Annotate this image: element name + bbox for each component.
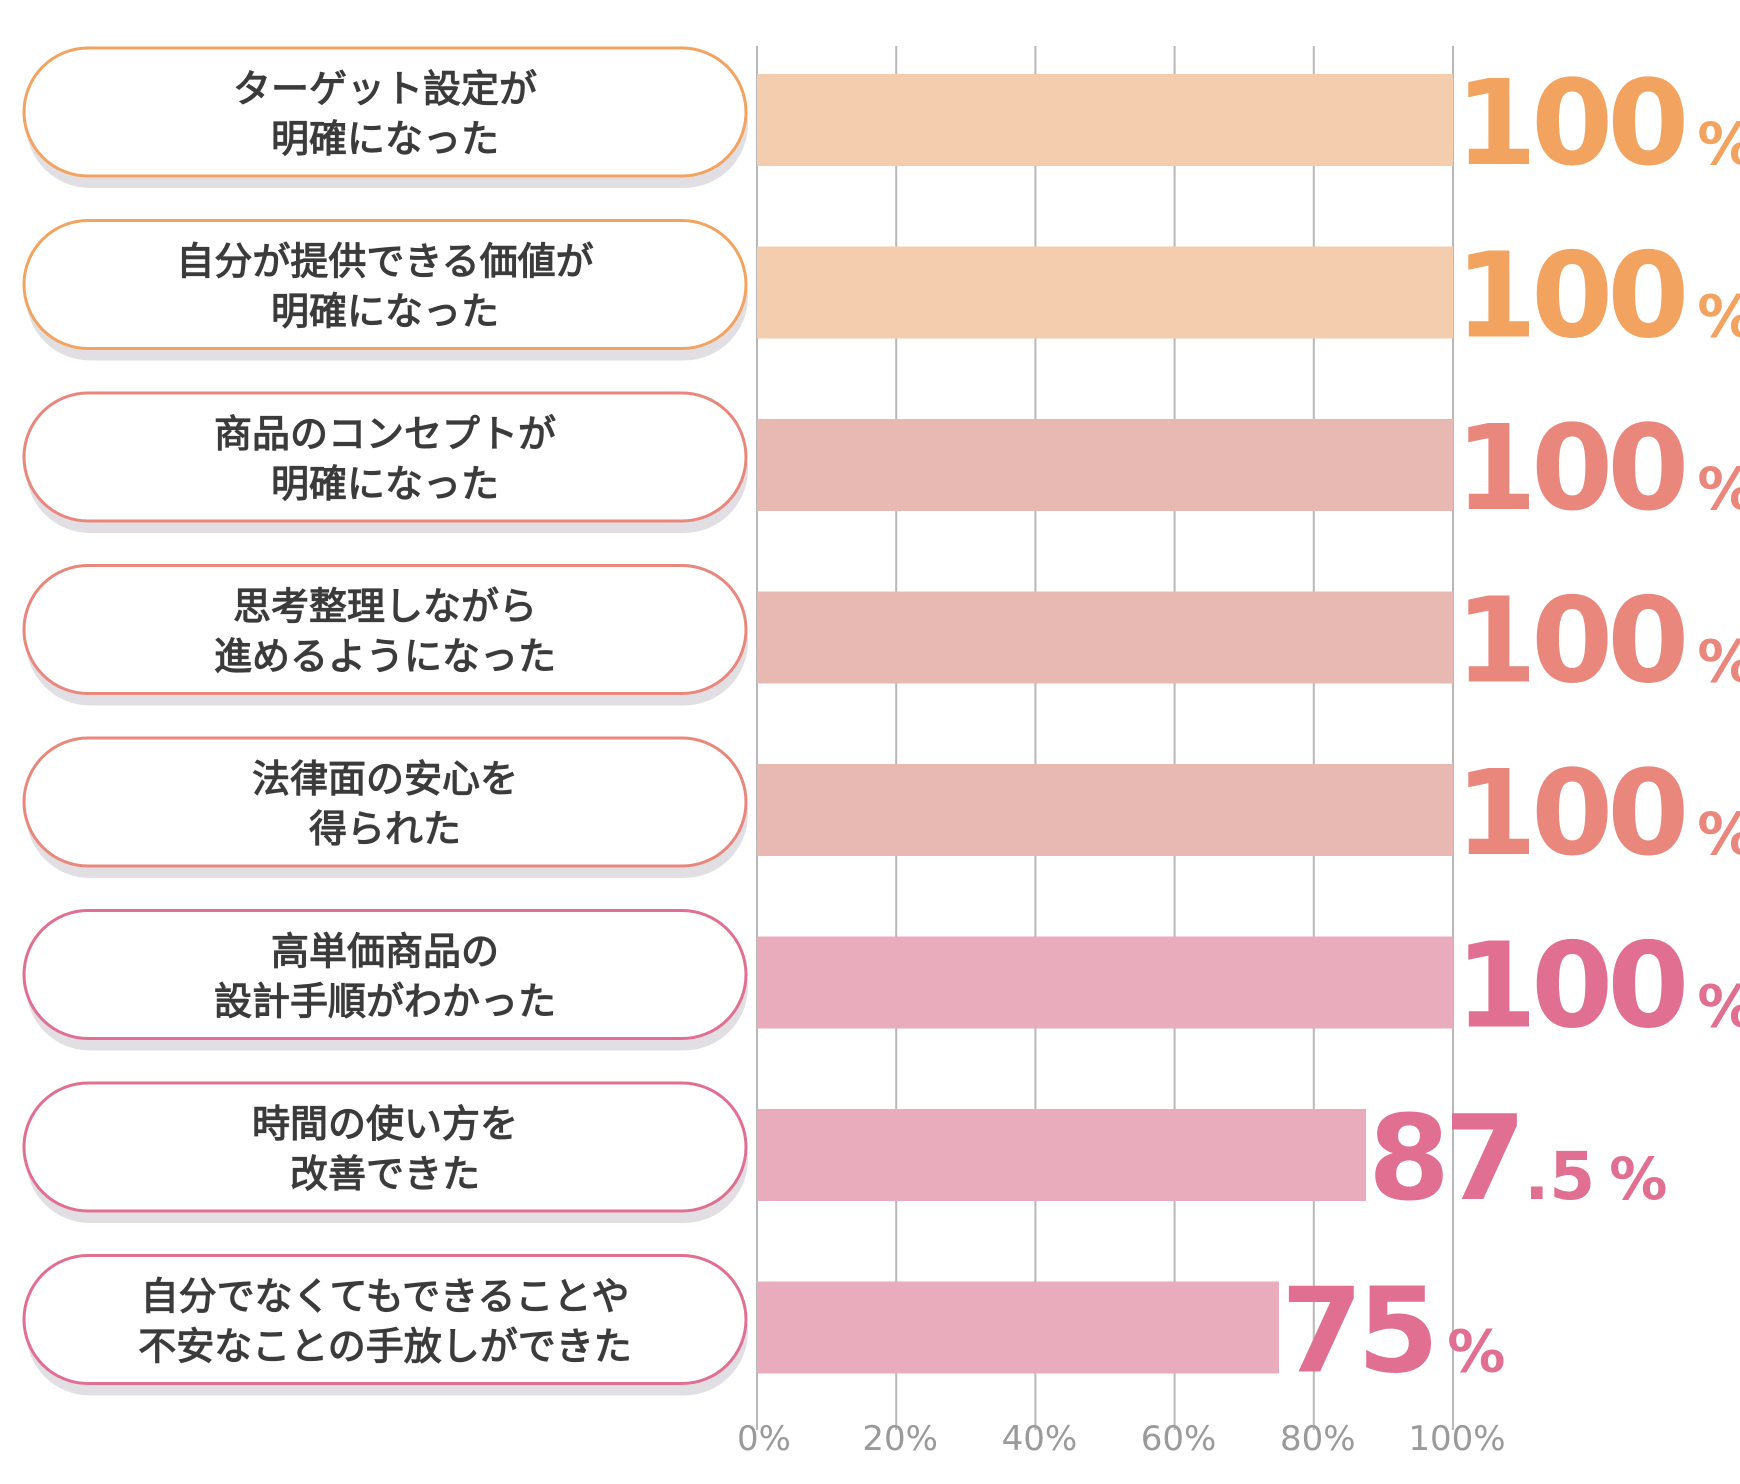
category-label: 改善できた (290, 1152, 480, 1196)
x-tick-label: 40% (1002, 1419, 1078, 1459)
bar (757, 936, 1453, 1029)
bar (757, 419, 1453, 511)
category-label: 明確になった (271, 462, 499, 506)
label-pill (22, 1081, 748, 1213)
label-pill (22, 391, 748, 523)
category-label: 時間の使い方を (252, 1102, 518, 1146)
category-label: 得られた (309, 807, 461, 851)
label-pill (22, 46, 748, 178)
bar (757, 1109, 1366, 1201)
x-axis-ticks: 0% 20% 40% 60% 80% 100% (737, 1419, 1506, 1459)
label-pill (22, 909, 748, 1040)
data-label: 100% (1455, 917, 1740, 1055)
category-label: 法律面の安心を (252, 757, 518, 801)
bar (757, 764, 1453, 856)
category-label: 思考整理しながら (233, 585, 537, 629)
label-pill (22, 564, 748, 695)
category-label: 設計手順がわかった (214, 980, 556, 1024)
data-label: 100% (1455, 54, 1740, 192)
category-label: 商品のコンセプトが (214, 412, 556, 456)
data-label: 100% (1455, 572, 1740, 710)
data-label: 75% (1281, 1262, 1505, 1400)
category-label: 高単価商品の (271, 930, 499, 974)
data-label: 87.5% (1368, 1089, 1667, 1227)
label-pill (22, 736, 748, 868)
label-pill (22, 219, 748, 350)
bar (757, 74, 1453, 166)
x-tick-label: 80% (1280, 1419, 1356, 1459)
x-tick-label: 60% (1141, 1419, 1217, 1459)
category-label: 明確になった (271, 117, 499, 161)
category-label: 明確になった (271, 290, 499, 334)
x-tick-label: 100% (1408, 1419, 1505, 1459)
data-label: 100% (1455, 399, 1740, 537)
category-label: ターゲット設定が (233, 67, 537, 111)
bar (757, 1281, 1279, 1374)
category-label: 自分でなくてもできることや (141, 1275, 630, 1319)
category-label: 不安なことの手放しができた (138, 1325, 632, 1369)
data-label: 100% (1455, 744, 1740, 882)
x-tick-label: 20% (862, 1419, 938, 1459)
x-tick-label: 0% (737, 1419, 791, 1459)
category-label: 自分が提供できる価値が (176, 240, 593, 284)
bar (757, 591, 1453, 684)
label-pill (22, 1254, 748, 1385)
category-label: 進めるようになった (214, 635, 556, 679)
bar (757, 246, 1453, 339)
data-label: 100% (1455, 227, 1740, 365)
